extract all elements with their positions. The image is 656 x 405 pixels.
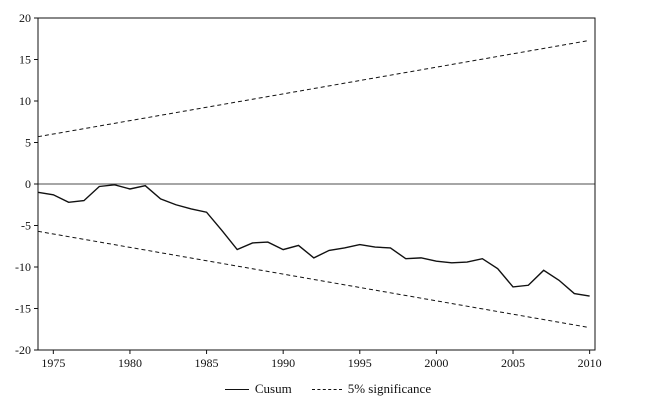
y-tick-label: 15 [19,53,31,67]
legend-label-cusum: Cusum [254,381,292,396]
x-tick-label: 1975 [41,356,65,370]
solid-line-sample-icon [224,388,249,390]
y-tick-label: 10 [19,94,31,108]
x-tick-label: 1990 [271,356,295,370]
y-tick-label: 20 [19,11,31,25]
5-significance-lower-line [37,230,590,329]
x-tick-label: 2005 [501,356,525,370]
y-tick-label: 5 [25,136,31,150]
legend-label-significance: 5% significance [347,381,432,396]
y-tick-label: -20 [15,343,31,357]
x-tick-label: 2000 [424,356,448,370]
plot-area: -20 -15 -10 -5 0 5 10 15 20 1975 1980 1985 1990 1995 2… [15,11,602,370]
dashed-line-sample-icon [311,388,342,390]
y-tick-label: -15 [15,302,31,316]
x-tick-label: 1980 [118,356,142,370]
legend-item-cusum: Cusum [224,381,292,397]
x-tick-label: 1995 [348,356,372,370]
x-tick-label: 2010 [578,356,602,370]
legend: Cusum 5% significance [0,381,656,397]
x-tick-label: 1985 [195,356,219,370]
5-significance-upper-line [37,39,590,138]
y-tick-label: -5 [21,219,31,233]
legend-item-significance: 5% significance [311,381,432,397]
y-tick-label: 0 [25,177,31,191]
cusum-line [37,184,590,297]
y-tick-label: -10 [15,260,31,274]
